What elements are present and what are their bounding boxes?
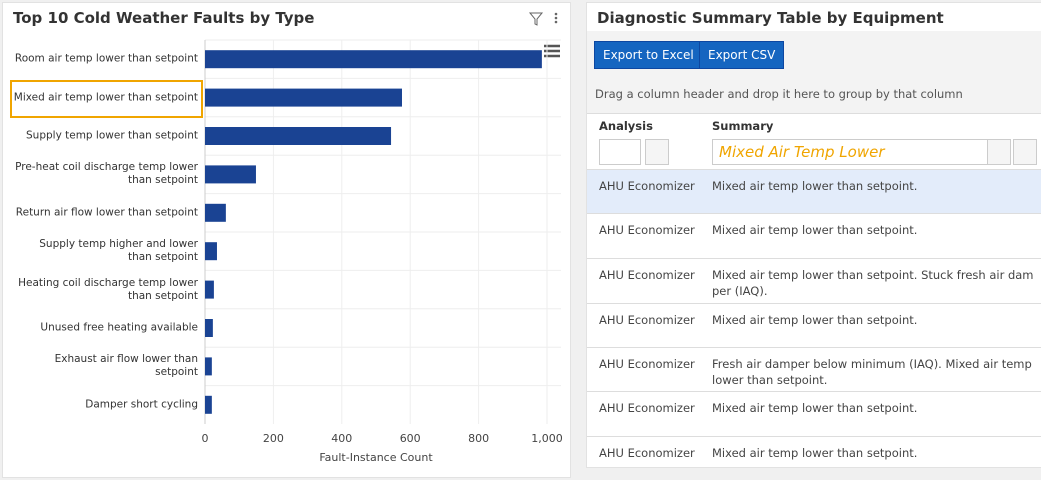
x-tick-label: 400 (331, 432, 352, 445)
bar (205, 203, 226, 222)
cell: Mixed air temp lower than setpoint. (712, 313, 918, 327)
x-tick-label: 200 (263, 432, 284, 445)
filter-input[interactable]: Mixed Air Temp Lower (712, 139, 988, 165)
table-row: AHU Economizer Fresh air damper below min… (587, 347, 1041, 392)
cell: AHU Economizer (599, 446, 695, 460)
category-label: Pre-heat coil discharge temp lower than … (15, 161, 198, 187)
category-label: Unused free heating available (40, 321, 198, 334)
chart-panel: Top 10 Cold Weather Faults by Type 0 200 4… (2, 2, 571, 478)
highlight-box (10, 80, 203, 118)
export-button[interactable]: Export to Excel (594, 41, 703, 69)
table-row: AHU Economizer Mixed air temp lower than … (587, 436, 1041, 467)
chart: 0 200 400 600 800 1,000 Fault-Instance Count (10, 12, 563, 464)
cell: AHU Economizer (599, 313, 695, 327)
x-tick-label: 600 (400, 432, 421, 445)
x-tick-label: 0 (202, 432, 209, 445)
group-hint: Drag a column header and drop it here to… (595, 87, 963, 101)
x-axis-title: Fault-Instance Count (319, 451, 433, 464)
table-row: AHU Economizer Mixed air temp lower than … (587, 213, 1041, 258)
category-label: Return air flow lower than setpoint (15, 206, 198, 219)
filter-input[interactable] (599, 139, 641, 165)
category-label: Heating coil discharge temp lower than s… (18, 276, 198, 302)
bar (205, 50, 542, 69)
cell: Mixed air temp lower than setpoint. (712, 446, 918, 460)
x-tick-label: 1,000 (531, 432, 563, 445)
filter-icon[interactable] (528, 12, 544, 26)
cell: Mixed air temp lower than setpoint. (712, 223, 918, 237)
category-label: Damper short cycling (85, 398, 198, 411)
bar (205, 127, 392, 145)
cell: Fresh air damper below minimum (IAQ). Mi… (712, 357, 1032, 387)
cell: AHU Economizer (599, 179, 695, 193)
cell: AHU Economizer (599, 268, 695, 282)
category-label: Room air temp lower than setpoint (14, 52, 198, 65)
filter-button[interactable] (987, 139, 1011, 165)
cell: AHU Economizer (599, 401, 695, 415)
clear-filter-button[interactable] (1013, 139, 1037, 165)
cell: Mixed air temp lower than setpoint. (712, 401, 918, 415)
more-icon[interactable] (554, 12, 558, 24)
export-button[interactable]: Export CSV (699, 41, 785, 69)
cell: AHU Economizer (599, 357, 695, 371)
column-header[interactable]: Summary (712, 119, 774, 133)
cell: Mixed air temp lower than setpoint. Stuc… (712, 268, 1034, 298)
category-label: Supply temp higher and lower than setpoi… (39, 238, 198, 264)
table-panel: Diagnostic Summary Table by Equipment Ex… (586, 2, 1041, 468)
bar (205, 88, 402, 107)
bar (205, 395, 212, 414)
table-row: AHU Economizer Mixed air temp lower than … (587, 391, 1041, 436)
category-label: Supply temp lower than setpoint (26, 129, 198, 142)
menu-icon[interactable] (544, 44, 560, 58)
category-label: Mixed air temp lower than setpoint (13, 91, 198, 104)
bar (205, 357, 212, 376)
x-tick-label: 800 (468, 432, 489, 445)
bar (205, 165, 256, 184)
panel-title: Diagnostic Summary Table by Equipment (597, 9, 944, 27)
bar (205, 280, 214, 299)
table-row: AHU Economizer Mixed air temp lower than … (587, 258, 1041, 303)
category-label: Exhaust air flow lower than setpoint (54, 353, 198, 379)
panel-title: Top 10 Cold Weather Faults by Type (13, 9, 315, 27)
table-row: AHU Economizer Mixed air temp lower than … (587, 303, 1041, 348)
filter-button[interactable] (645, 139, 669, 165)
bar (205, 242, 217, 261)
table-row: AHU Economizer Mixed air temp lower than … (587, 169, 1041, 214)
cell: Mixed air temp lower than setpoint. (712, 179, 918, 193)
column-header[interactable]: Analysis (599, 119, 653, 133)
bar (205, 319, 213, 337)
cell: AHU Economizer (599, 223, 695, 237)
